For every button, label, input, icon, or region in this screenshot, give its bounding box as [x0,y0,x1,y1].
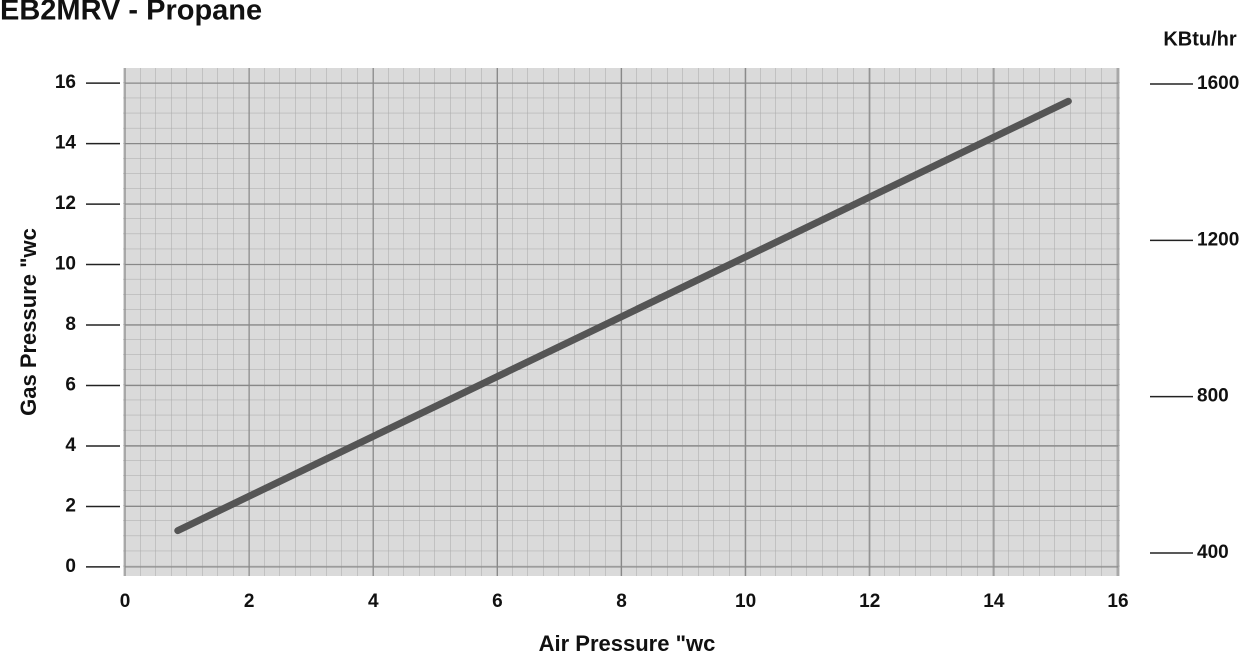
x-tick-label: 8 [616,591,627,612]
x-axis-label: Air Pressure "wc [539,631,716,656]
x-tick-label: 12 [859,591,880,612]
y2-axis-label: KBtu/hr [1163,28,1237,50]
y2-tick-label: 800 [1197,386,1229,407]
y-tick-label: 12 [55,193,76,214]
y2-tick-label: 400 [1197,542,1229,563]
data-line [174,97,1072,535]
chart-title: EB2MRV - Propane [0,0,262,27]
y-tick-label: 4 [65,435,76,456]
x-tick-label: 10 [735,591,756,612]
y-tick-label: 2 [65,495,76,516]
x-tick-label: 6 [492,591,503,612]
y-axis-label: Gas Pressure "wc [16,228,41,416]
x-tick-label: 4 [368,591,379,612]
y-tick-label: 8 [65,314,76,335]
x-tick-label: 14 [983,591,1005,612]
y2-tick-label: 1600 [1197,73,1239,94]
y-tick-label: 16 [55,72,76,93]
y2-tick-label: 1200 [1197,229,1239,250]
y-tick-label: 0 [65,556,76,577]
x-tick-label: 2 [244,591,255,612]
y-tick-label: 14 [55,133,77,154]
y-tick-label: 10 [55,254,76,275]
y-tick-label: 6 [65,375,76,396]
x-tick-label: 16 [1107,591,1128,612]
x-tick-label: 0 [120,591,131,612]
